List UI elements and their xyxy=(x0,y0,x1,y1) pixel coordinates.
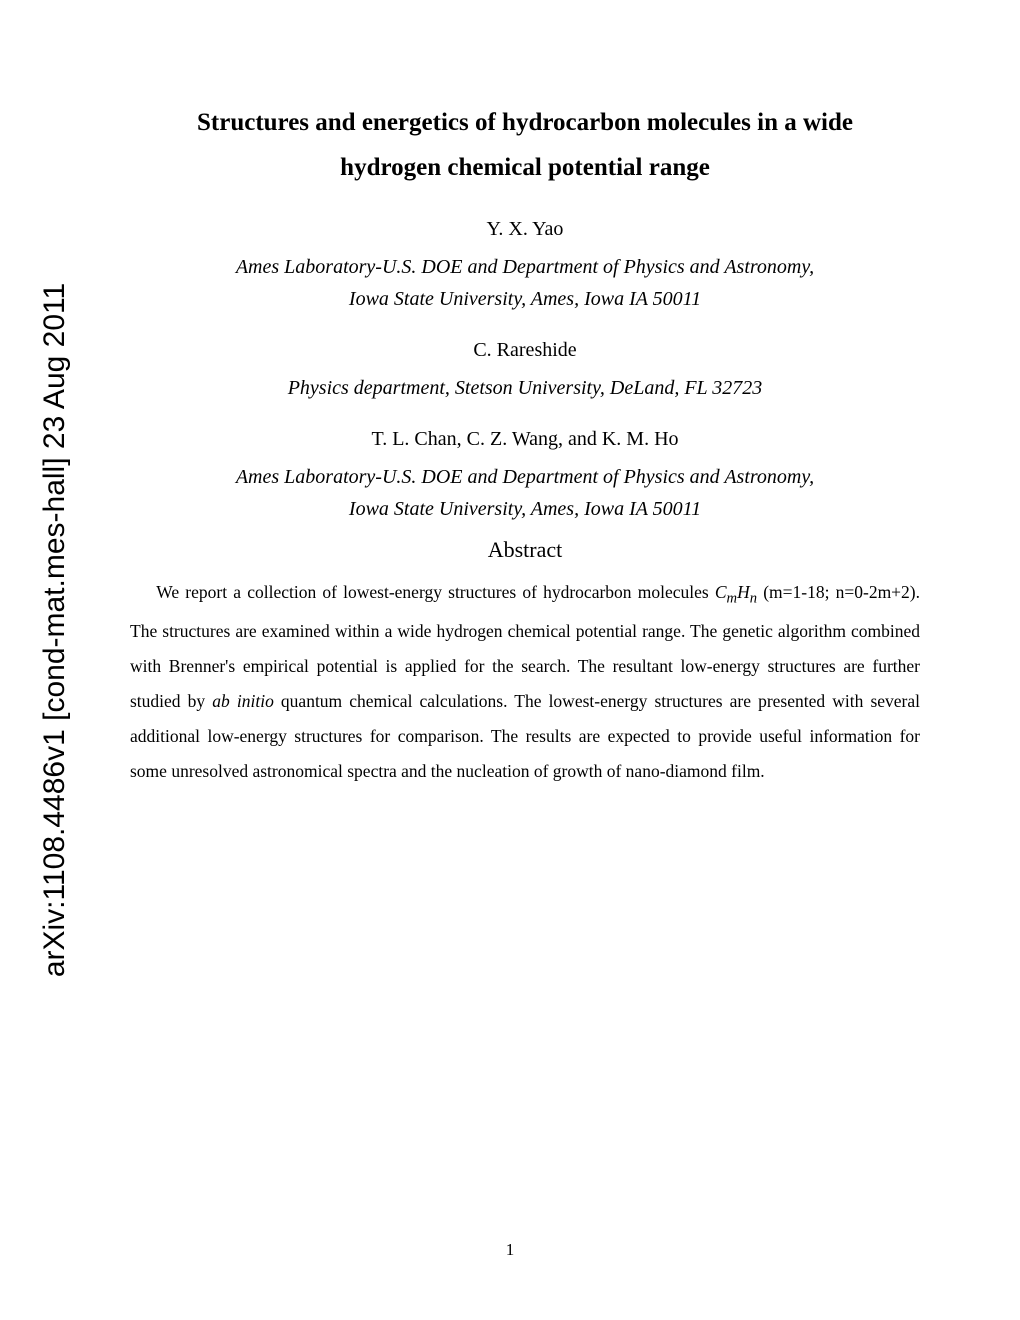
affiliation-3-line-2: Iowa State University, Ames, Iowa IA 500… xyxy=(349,498,701,520)
main-content: Structures and energetics of hydrocarbon… xyxy=(130,100,920,789)
page-number: 1 xyxy=(0,1240,1020,1260)
arxiv-identifier: arXiv:1108.4486v1 [cond-mat.mes-hall] 23… xyxy=(38,283,72,977)
author-3-name: T. L. Chan, C. Z. Wang, and K. M. Ho xyxy=(130,428,920,451)
formula-c: C xyxy=(715,582,727,602)
title-line-1: Structures and energetics of hydrocarbon… xyxy=(197,109,853,136)
author-3-affiliation: Ames Laboratory-U.S. DOE and Department … xyxy=(130,461,920,525)
abstract-heading: Abstract xyxy=(130,537,920,563)
author-2-affiliation: Physics department, Stetson University, … xyxy=(130,372,920,404)
formula-h: H xyxy=(737,582,750,602)
affiliation-2-line-1: Physics department, Stetson University, … xyxy=(288,377,763,399)
title-line-2: hydrogen chemical potential range xyxy=(340,154,710,181)
abstract-part1: We report a collection of lowest-energy … xyxy=(156,582,715,602)
paper-title: Structures and energetics of hydrocarbon… xyxy=(130,100,920,190)
affiliation-1-line-1: Ames Laboratory-U.S. DOE and Department … xyxy=(236,256,814,278)
arxiv-sidebar: arXiv:1108.4486v1 [cond-mat.mes-hall] 23… xyxy=(30,180,80,1080)
abstract-body: We report a collection of lowest-energy … xyxy=(130,575,920,789)
author-1-name: Y. X. Yao xyxy=(130,218,920,241)
formula-sub-m: m xyxy=(727,591,738,607)
affiliation-1-line-2: Iowa State University, Ames, Iowa IA 500… xyxy=(349,288,701,310)
author-1-affiliation: Ames Laboratory-U.S. DOE and Department … xyxy=(130,251,920,315)
author-2-name: C. Rareshide xyxy=(130,339,920,362)
abstract-italic: ab initio xyxy=(212,691,274,711)
formula-sub-n: n xyxy=(750,591,757,607)
affiliation-3-line-1: Ames Laboratory-U.S. DOE and Department … xyxy=(236,466,814,488)
